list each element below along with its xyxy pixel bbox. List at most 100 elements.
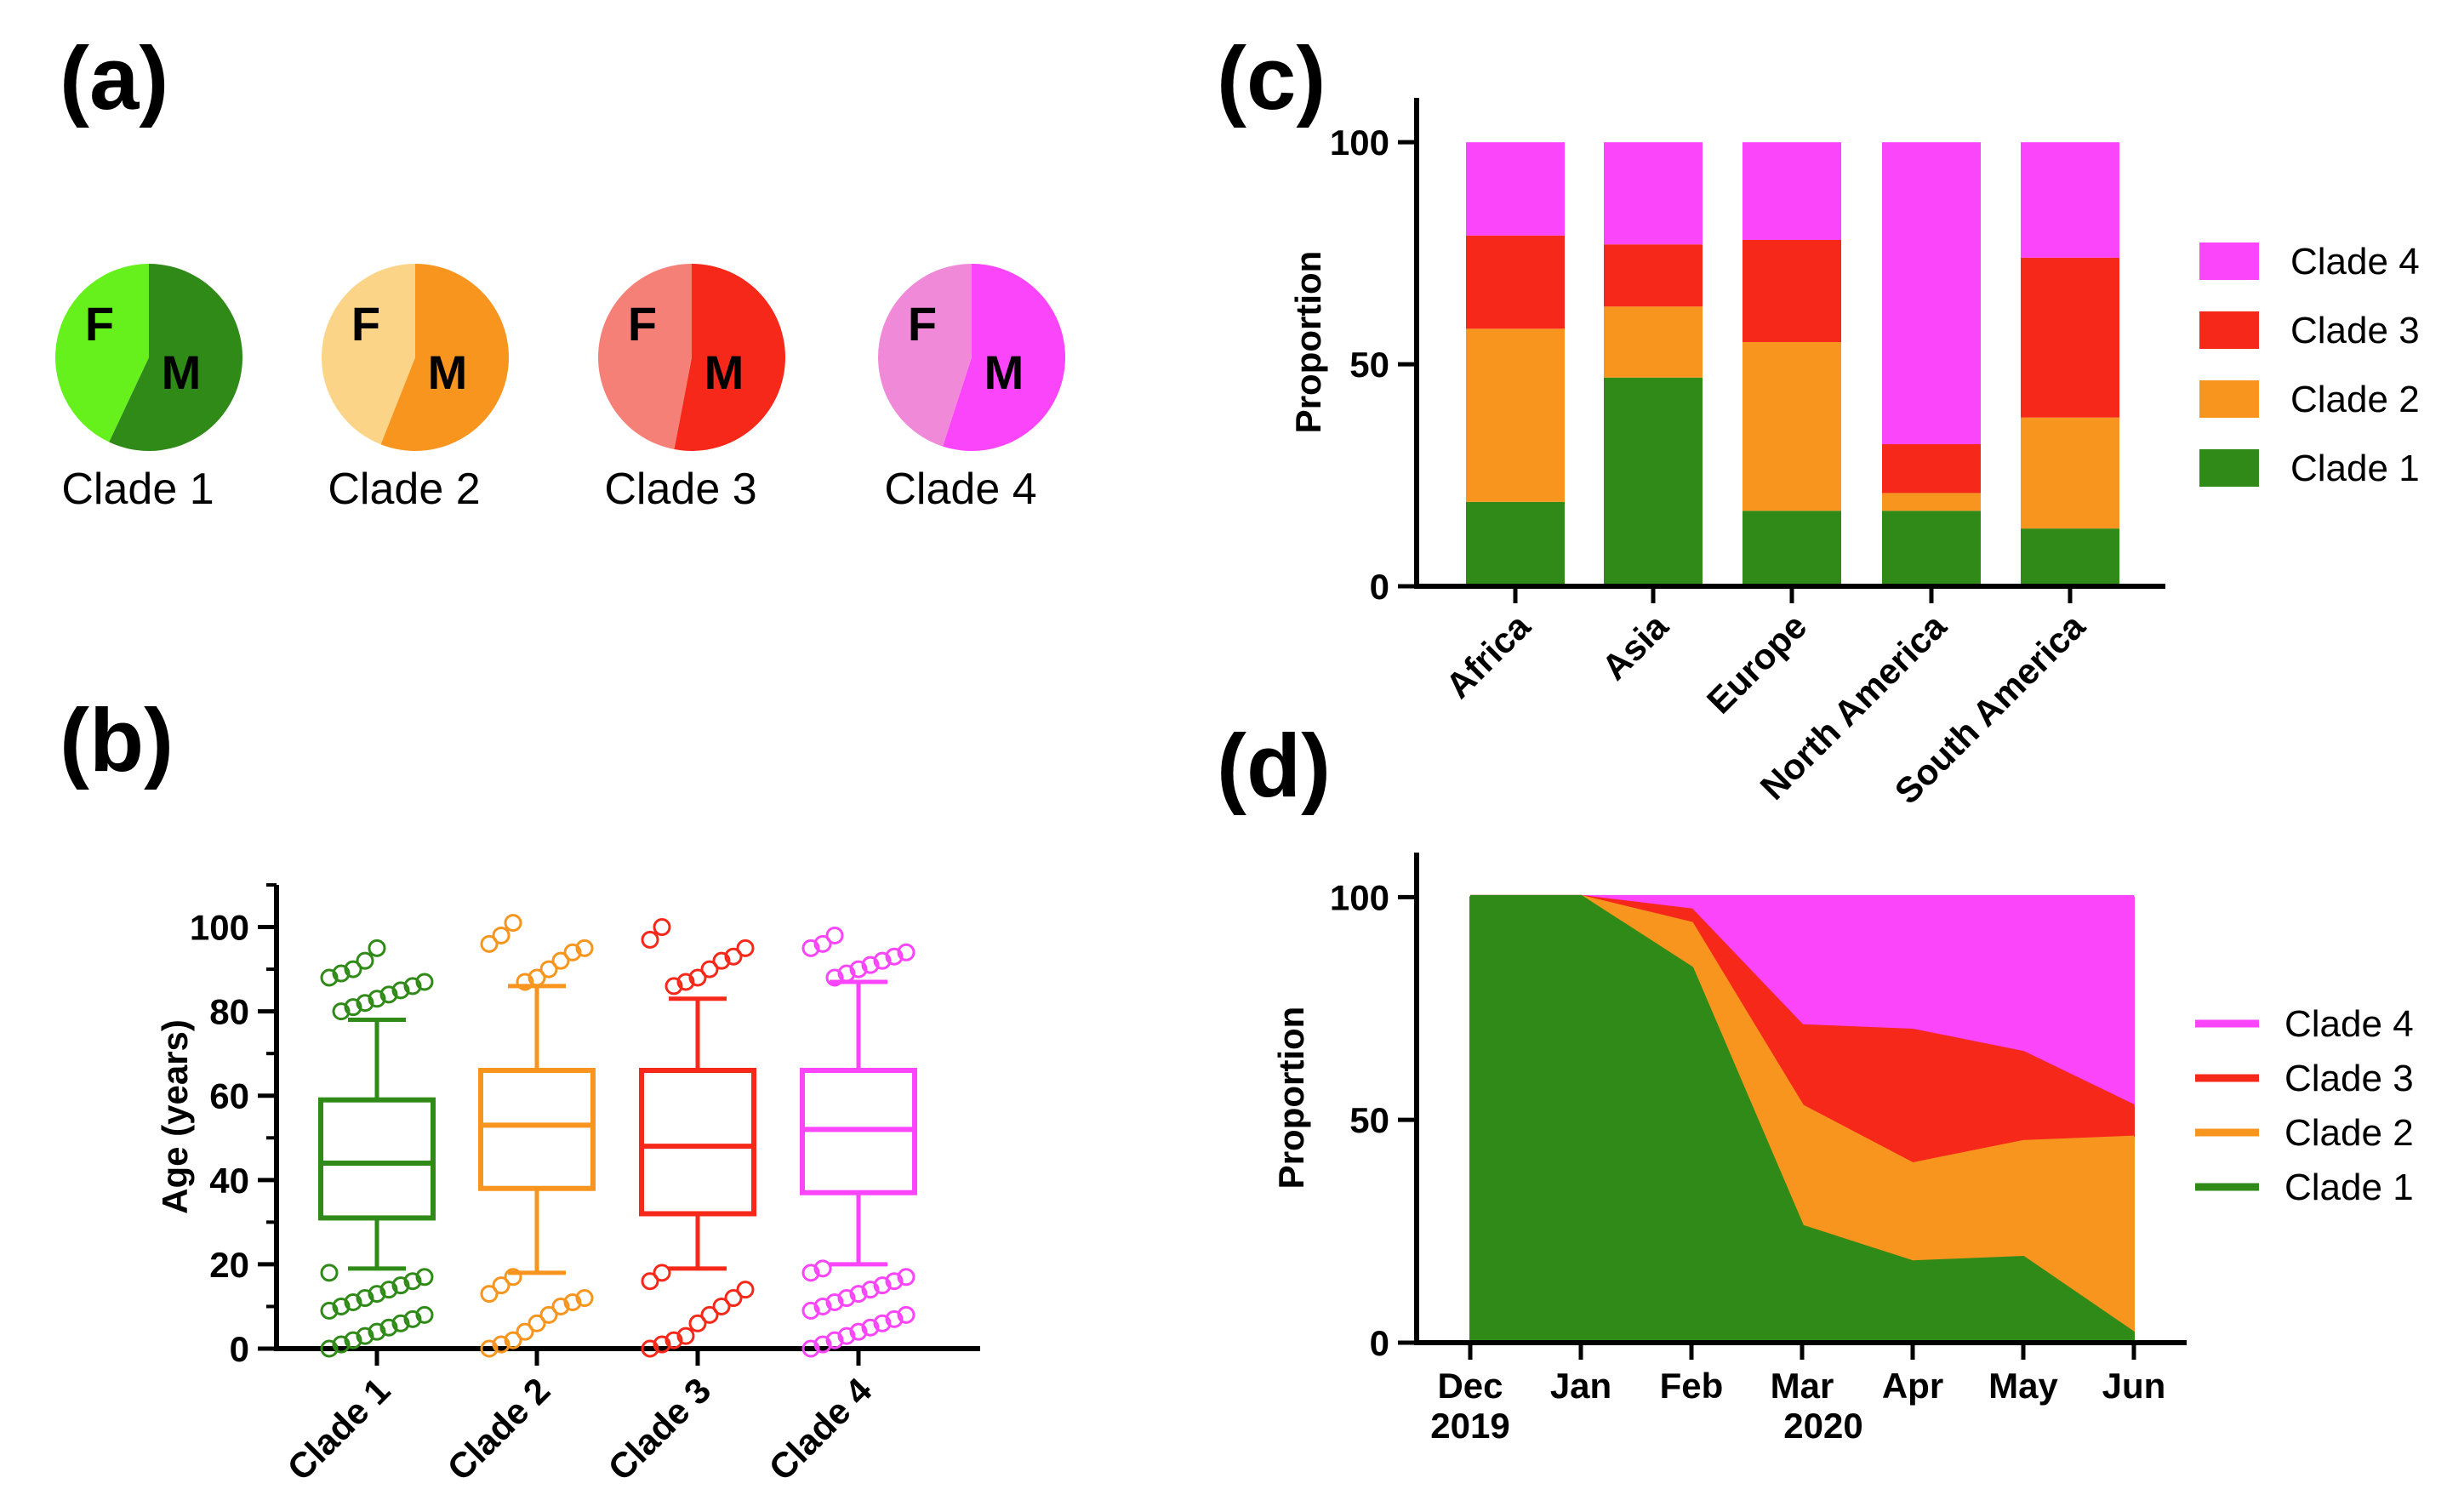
pie-male-letter: M — [704, 345, 744, 399]
outlier-point — [641, 1272, 659, 1291]
y-axis-title: Age (years) — [155, 1019, 195, 1214]
x-tick-label: Africa — [1438, 606, 1538, 706]
outlier-point — [825, 926, 844, 944]
legend-swatch-clade-1 — [2199, 449, 2259, 487]
legend-label-clade-4: Clade 4 — [2284, 1003, 2414, 1045]
outlier-point — [480, 934, 499, 953]
outlier-point — [653, 1264, 671, 1282]
outlier-point — [563, 943, 582, 961]
outlier-point — [736, 1281, 755, 1299]
outlier-point — [897, 1305, 915, 1324]
y-tick-label: 0 — [230, 1329, 249, 1369]
pie-caption-clade-2: Clade 2 — [328, 465, 480, 514]
bar-north-america — [1882, 142, 1981, 586]
outlier-point — [551, 1297, 570, 1315]
outlier-point — [861, 1318, 880, 1337]
pie-slice-male-clade-3 — [674, 264, 785, 451]
y-tick-label: 0 — [1370, 567, 1389, 607]
legend-label-clade-2: Clade 2 — [2290, 379, 2420, 420]
outlier-point — [885, 947, 904, 966]
outlier-point — [849, 960, 868, 979]
outlier-point — [563, 1293, 582, 1311]
legend-label-clade-1: Clade 1 — [2290, 448, 2420, 489]
outlier-point — [712, 951, 731, 970]
box-clade-1 — [318, 939, 436, 1358]
outlier-point — [516, 1322, 534, 1341]
outlier-point — [885, 1309, 904, 1328]
x-tick-label: Feb — [1660, 1366, 1724, 1406]
outlier-point — [665, 1331, 683, 1349]
pie-slice-male-clade-1 — [109, 264, 242, 451]
panel-label-a: (a) — [60, 29, 168, 128]
box-clade-4 — [800, 926, 917, 1358]
outlier-point — [665, 977, 683, 996]
outlier-point — [368, 990, 386, 1008]
outlier-point — [724, 1289, 743, 1308]
x-tick-label: Jun — [2102, 1366, 2166, 1406]
outlier-point — [813, 1297, 832, 1315]
outlier-point — [575, 939, 594, 957]
x-tick-label: Clade 1 — [279, 1370, 397, 1488]
bar-segment-clade-1 — [1466, 501, 1565, 586]
x-tick-label: Clade 3 — [600, 1370, 718, 1488]
box-iqr — [639, 1068, 756, 1217]
outlier-point — [575, 1289, 594, 1308]
outlier-point — [813, 934, 832, 953]
outlier-point — [344, 998, 362, 1017]
y-tick-label: 100 — [1330, 877, 1389, 917]
outlier-point — [653, 918, 671, 937]
bar-segment-clade-1 — [1882, 511, 1981, 586]
outlier-point — [837, 964, 856, 983]
panel-d-stacked-area: 0 50 100 Dec Jan Feb Mar Apr May Jun 2019 2020 Propo… — [1271, 853, 2414, 1446]
box-clade-3 — [639, 918, 756, 1358]
bar-segment-clade-2 — [1743, 342, 1841, 511]
pie-female-letter: F — [628, 297, 657, 351]
outlier-point — [885, 1272, 904, 1291]
outlier-point — [504, 914, 522, 933]
legend-label-clade-2: Clade 2 — [2284, 1112, 2414, 1154]
outlier-point — [391, 1314, 410, 1332]
outlier-point — [801, 1301, 820, 1320]
x-tick-label: Europe — [1699, 606, 1815, 722]
bar-segment-clade-3 — [1466, 235, 1565, 329]
legend-label-clade-3: Clade 3 — [2290, 310, 2420, 351]
outlier-point — [813, 1335, 832, 1354]
bar-segment-clade-4 — [1743, 142, 1841, 240]
legend-swatch-clade-4 — [2199, 242, 2259, 280]
x-tick-label: Mar — [1771, 1366, 1834, 1406]
outlier-point — [415, 973, 434, 991]
outlier-point — [849, 1322, 868, 1341]
y-tick-label: 0 — [1370, 1323, 1389, 1363]
outlier-point — [332, 1335, 351, 1354]
outlier-point — [391, 981, 410, 1000]
outlier-point — [528, 1314, 546, 1332]
outlier-point — [391, 1276, 410, 1295]
outlier-point — [356, 951, 374, 970]
outlier-point — [813, 1259, 832, 1278]
outlier-point — [825, 1331, 844, 1349]
outlier-point — [492, 1335, 511, 1354]
outlier-point — [736, 939, 755, 957]
bar-segment-clade-3 — [1743, 239, 1841, 342]
outlier-point — [801, 939, 820, 957]
pie-caption-clade-4: Clade 4 — [884, 465, 1036, 514]
outlier-point — [379, 1281, 398, 1299]
outlier-point — [861, 1281, 880, 1299]
outlier-point — [368, 1285, 386, 1304]
pie-female-letter: F — [908, 297, 937, 351]
pie-caption-clade-1: Clade 1 — [61, 465, 214, 514]
pie-female-letter: F — [85, 297, 114, 351]
y-tick-label: 50 — [1349, 345, 1389, 385]
x-tick-label: Clade 2 — [439, 1370, 557, 1488]
outlier-point — [724, 947, 743, 966]
box-clade-2 — [478, 914, 596, 1358]
outlier-point — [688, 1314, 707, 1332]
legend-swatch-clade-2 — [2199, 380, 2259, 418]
outlier-point — [641, 930, 659, 949]
outlier-point — [801, 1264, 820, 1282]
legend-swatch-clade-3 — [2199, 311, 2259, 349]
year-label: 2020 — [1783, 1406, 1862, 1446]
y-tick-label: 50 — [1349, 1100, 1389, 1140]
bar-segment-clade-3 — [1604, 244, 1703, 307]
